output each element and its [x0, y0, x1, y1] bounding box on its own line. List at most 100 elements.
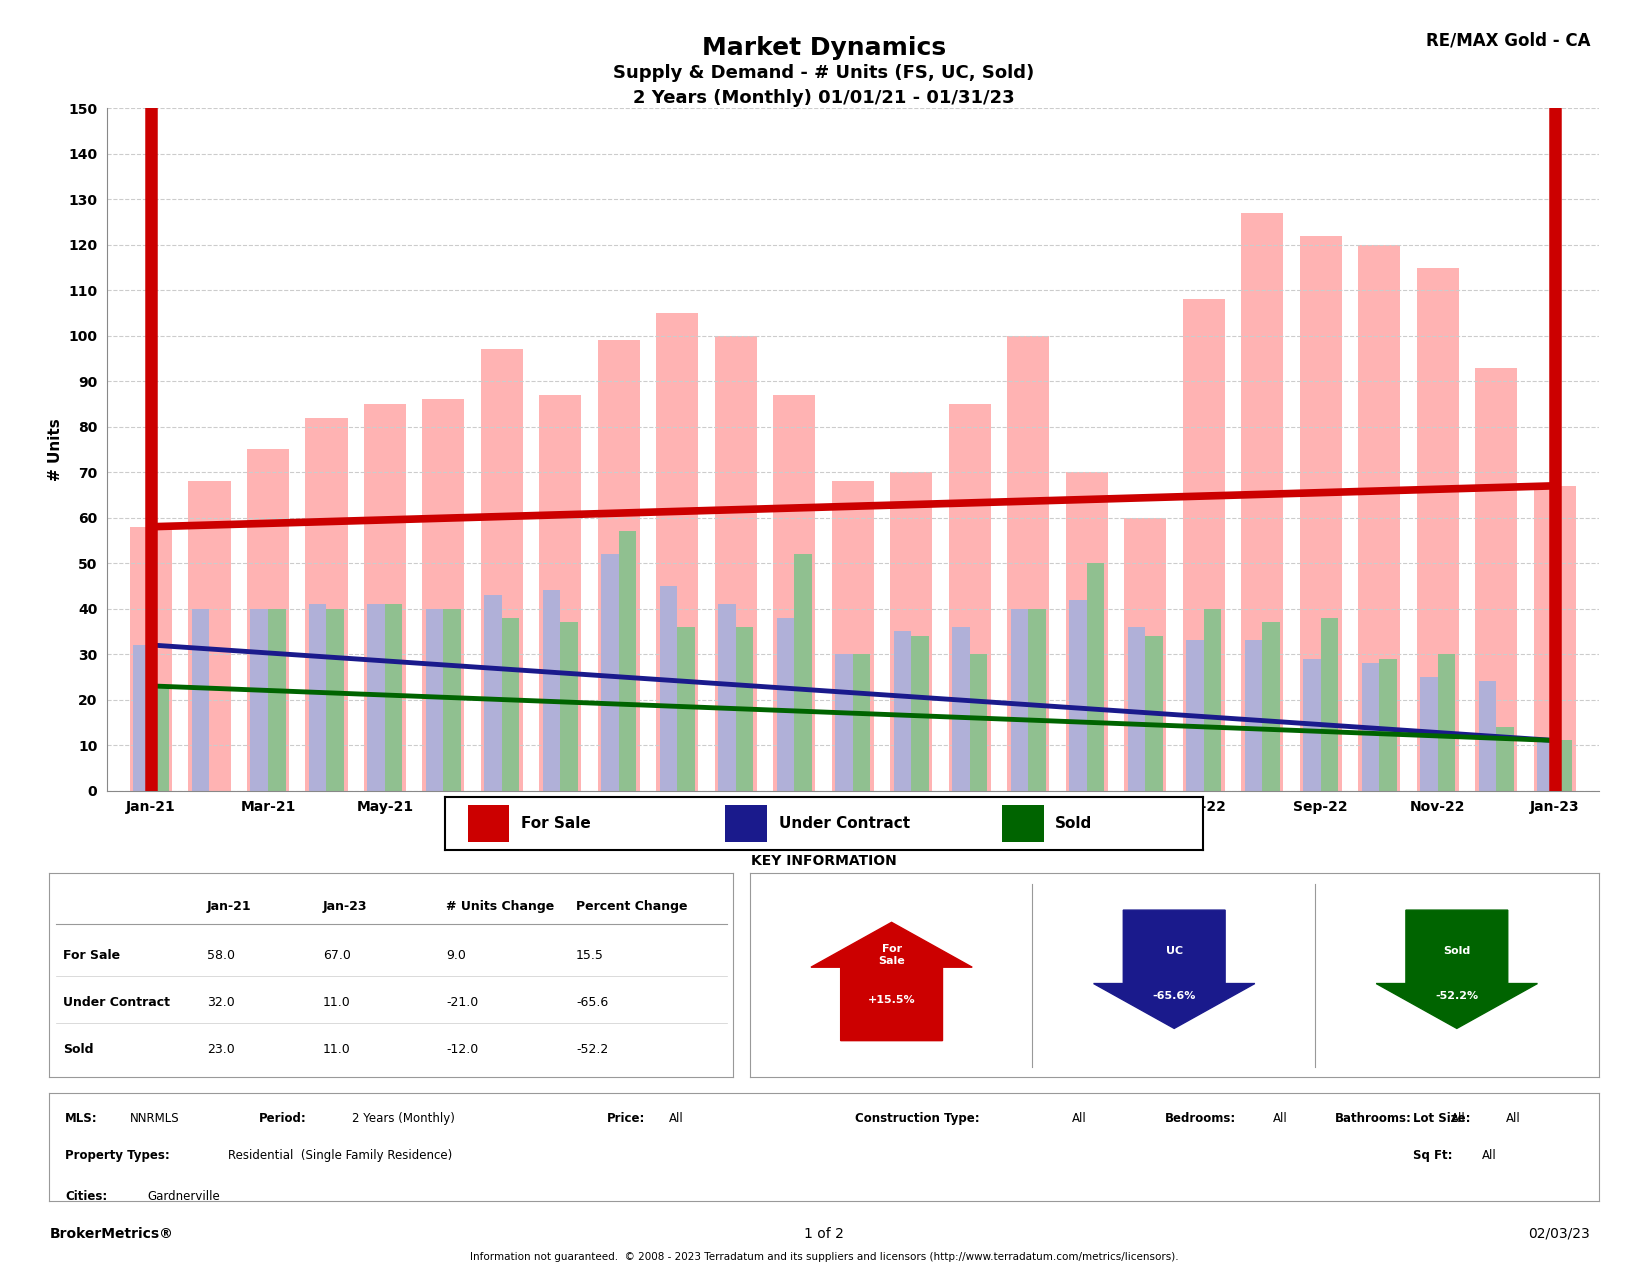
Bar	[1002, 805, 1043, 843]
Bar	[422, 399, 465, 790]
Text: All: All	[1452, 1112, 1467, 1125]
Bar	[659, 586, 677, 790]
Bar	[1554, 741, 1572, 790]
Bar	[1007, 335, 1050, 790]
Bar	[1145, 636, 1163, 790]
Bar	[836, 654, 854, 790]
Bar	[1203, 608, 1221, 790]
Text: Price:: Price:	[606, 1112, 646, 1125]
Bar	[1361, 663, 1379, 790]
Bar	[542, 590, 560, 790]
Bar	[794, 555, 812, 790]
Bar	[1538, 741, 1554, 790]
Bar	[485, 595, 503, 790]
Text: All: All	[1482, 1149, 1496, 1162]
Text: For Sale: For Sale	[521, 816, 590, 831]
Text: -52.2: -52.2	[577, 1043, 608, 1056]
Text: All: All	[1274, 1112, 1289, 1125]
Bar	[598, 340, 639, 790]
Text: 23.0: 23.0	[206, 1043, 234, 1056]
Bar	[1183, 300, 1224, 790]
Text: Supply & Demand - # Units (FS, UC, Sold): Supply & Demand - # Units (FS, UC, Sold)	[613, 64, 1035, 82]
Bar	[773, 395, 816, 790]
Bar	[893, 631, 911, 790]
Text: UC: UC	[1165, 946, 1183, 956]
Text: 2 Years (Monthly): 2 Years (Monthly)	[351, 1112, 455, 1125]
Text: -21.0: -21.0	[447, 996, 478, 1009]
Bar	[911, 636, 929, 790]
Bar	[326, 608, 344, 790]
Bar	[1124, 518, 1167, 790]
Text: 11.0: 11.0	[323, 996, 351, 1009]
Text: 15.5: 15.5	[577, 949, 603, 961]
Bar	[1070, 599, 1086, 790]
Text: 32.0: 32.0	[206, 996, 234, 1009]
Text: All: All	[1506, 1112, 1521, 1125]
Text: Information not guaranteed.  © 2008 - 2023 Terradatum and its suppliers and lice: Information not guaranteed. © 2008 - 202…	[470, 1252, 1178, 1262]
Bar	[1300, 236, 1341, 790]
Bar	[1244, 640, 1262, 790]
Bar	[191, 608, 209, 790]
Bar	[776, 617, 794, 790]
Text: Jan-23: Jan-23	[323, 900, 368, 913]
Text: KEY INFORMATION: KEY INFORMATION	[751, 854, 897, 868]
Bar	[1304, 659, 1320, 790]
Bar	[468, 805, 509, 843]
Bar	[949, 404, 990, 790]
Bar	[620, 532, 636, 790]
Bar	[1320, 617, 1338, 790]
Bar	[1086, 564, 1104, 790]
Text: 11.0: 11.0	[323, 1043, 351, 1056]
Text: Bedrooms:: Bedrooms:	[1165, 1112, 1236, 1125]
Bar	[503, 617, 519, 790]
Text: 9.0: 9.0	[447, 949, 466, 961]
Bar	[656, 314, 699, 790]
Text: Under Contract: Under Contract	[778, 816, 910, 831]
Text: Property Types:: Property Types:	[64, 1149, 170, 1162]
Bar	[890, 472, 933, 790]
Bar	[725, 805, 766, 843]
Bar	[133, 645, 152, 790]
Text: MLS:: MLS:	[64, 1112, 97, 1125]
Bar	[152, 686, 168, 790]
Text: Jan-21: Jan-21	[206, 900, 252, 913]
Text: Lot Size:: Lot Size:	[1412, 1112, 1470, 1125]
FancyArrow shape	[811, 922, 972, 1040]
Text: All: All	[1071, 1112, 1086, 1125]
Text: 2 Years (Monthly) 01/01/21 - 01/31/23: 2 Years (Monthly) 01/01/21 - 01/31/23	[633, 89, 1015, 107]
Bar	[1187, 640, 1203, 790]
Text: 1 of 2: 1 of 2	[804, 1227, 844, 1241]
Text: Bathrooms:: Bathrooms:	[1335, 1112, 1412, 1125]
Bar	[188, 481, 231, 790]
Bar	[539, 395, 582, 790]
Bar	[269, 608, 285, 790]
Bar	[305, 418, 348, 790]
Text: For
Sale: For Sale	[878, 945, 905, 965]
Text: -12.0: -12.0	[447, 1043, 478, 1056]
Text: -52.2%: -52.2%	[1435, 991, 1478, 1001]
Text: Sold: Sold	[63, 1043, 94, 1056]
Bar	[715, 335, 756, 790]
Bar	[719, 604, 737, 790]
Text: For Sale: For Sale	[63, 949, 120, 961]
Bar	[1496, 727, 1515, 790]
Bar	[1127, 627, 1145, 790]
Bar	[1475, 367, 1518, 790]
Text: Market Dynamics: Market Dynamics	[702, 36, 946, 60]
Bar	[1262, 622, 1280, 790]
Bar	[832, 481, 873, 790]
Text: Sold: Sold	[1444, 946, 1470, 956]
Text: 67.0: 67.0	[323, 949, 351, 961]
Bar	[247, 450, 288, 790]
Text: 58.0: 58.0	[206, 949, 234, 961]
Text: Residential  (Single Family Residence): Residential (Single Family Residence)	[227, 1149, 452, 1162]
Text: BrokerMetrics®: BrokerMetrics®	[49, 1227, 173, 1241]
Y-axis label: # Units: # Units	[48, 418, 63, 481]
Bar	[560, 622, 578, 790]
Bar	[1534, 486, 1575, 790]
Text: -65.6%: -65.6%	[1152, 991, 1196, 1001]
Bar	[1358, 245, 1401, 790]
Bar	[1478, 681, 1496, 790]
Text: Under Contract: Under Contract	[63, 996, 170, 1009]
Bar	[308, 604, 326, 790]
